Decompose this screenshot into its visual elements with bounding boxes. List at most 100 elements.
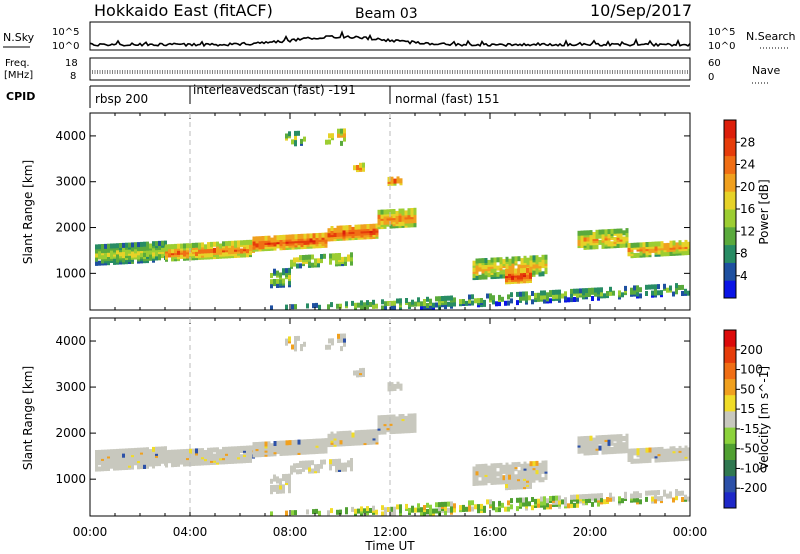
power-cell — [580, 236, 584, 242]
velocity-cell — [404, 415, 408, 421]
power-cell — [312, 233, 316, 239]
velocity-cell — [636, 491, 639, 497]
velocity-cell — [681, 490, 684, 496]
velocity-cell — [475, 470, 479, 476]
power-cell — [645, 242, 649, 247]
velocity-cell — [499, 479, 503, 485]
velocity-cell — [381, 505, 384, 511]
velocity-cell — [666, 493, 669, 499]
velocity-cell — [475, 474, 479, 480]
power-cell — [110, 243, 113, 249]
power-cell — [543, 290, 546, 296]
velocity-cell — [395, 416, 399, 422]
power-cell — [555, 289, 558, 295]
velocity-cell — [580, 436, 584, 442]
velocity-cell — [459, 505, 462, 511]
power-cell — [369, 223, 373, 229]
velocity-cell — [336, 437, 340, 443]
velocity-cell — [258, 441, 262, 447]
velocity-cell — [110, 449, 113, 455]
velocity-cell — [417, 503, 420, 509]
power-cell — [261, 236, 265, 241]
time-tick-label: 00:00 — [673, 525, 708, 539]
velocity-cell — [333, 433, 337, 439]
noise-left-tick-bottom: 10^0 — [52, 41, 79, 52]
velocity-cell — [285, 510, 288, 516]
power-cell — [318, 304, 321, 310]
power-cell — [389, 223, 393, 229]
velocity-cell — [481, 463, 485, 469]
power-cell — [198, 242, 201, 248]
velocity-cell — [384, 507, 387, 513]
power-cell — [598, 229, 602, 235]
power-cell — [107, 252, 110, 257]
power-cell — [393, 304, 396, 310]
power-cell — [505, 277, 508, 283]
velocity-cell — [525, 497, 528, 503]
power-cell — [276, 243, 280, 249]
power-cell — [328, 139, 331, 145]
velocity-cell — [478, 480, 482, 486]
power-cell — [107, 243, 110, 249]
power-cell — [552, 289, 555, 295]
power-cell — [392, 209, 396, 214]
velocity-cell — [309, 439, 313, 444]
power-cell — [312, 303, 315, 309]
power-cell — [161, 240, 164, 246]
power-cell — [320, 254, 323, 259]
power-cell — [622, 236, 626, 242]
velocity-cell — [669, 446, 673, 452]
power-cell — [258, 236, 262, 242]
velocity-cell — [328, 338, 331, 344]
velocity-cell — [336, 431, 340, 437]
power-cell — [116, 249, 119, 255]
freq-left-tick-bottom: 8 — [70, 71, 76, 82]
power-cell — [651, 290, 654, 296]
velocity-cell — [607, 438, 611, 444]
velocity-cell — [143, 457, 146, 463]
power-cell — [603, 293, 606, 299]
power-cell — [585, 288, 588, 294]
velocity-cell — [636, 458, 640, 464]
power-cell — [296, 257, 299, 263]
power-cell — [386, 209, 390, 215]
power-cell — [116, 243, 119, 249]
power-cell — [645, 284, 648, 290]
velocity-cell — [675, 448, 679, 454]
power-cell — [390, 300, 393, 306]
velocity-cell — [544, 460, 548, 466]
power-cell — [360, 300, 363, 306]
power-cell — [660, 290, 663, 296]
velocity-cell — [567, 503, 570, 509]
velocity-cell — [279, 440, 283, 446]
velocity-cell — [366, 429, 370, 435]
velocity-cell — [475, 480, 479, 486]
power-cell — [413, 222, 417, 228]
velocity-cell — [444, 510, 447, 516]
velocity-cell — [273, 474, 276, 480]
velocity-cell — [294, 340, 297, 346]
velocity-cell — [340, 346, 343, 352]
velocity-cell — [341, 462, 344, 468]
power-cell — [444, 304, 447, 310]
velocity-cell — [276, 440, 280, 446]
velocity-cell — [356, 370, 359, 376]
colorbar-segment — [724, 155, 736, 174]
velocity-cell — [372, 433, 376, 439]
power-cell — [514, 256, 518, 262]
power-cell — [309, 233, 313, 239]
velocity-cell — [429, 510, 432, 516]
power-cell — [675, 242, 679, 248]
power-cell — [478, 266, 482, 272]
power-cell — [493, 261, 497, 267]
power-cell — [528, 295, 531, 301]
velocity-cell — [405, 503, 408, 509]
velocity-cell — [317, 468, 320, 474]
power-cell — [514, 268, 517, 274]
power-cell — [493, 267, 497, 273]
velocity-cell — [288, 473, 291, 479]
velocity-cell — [369, 508, 372, 513]
velocity-cell — [591, 493, 594, 499]
velocity-cell — [240, 454, 243, 460]
power-cell — [651, 241, 655, 247]
